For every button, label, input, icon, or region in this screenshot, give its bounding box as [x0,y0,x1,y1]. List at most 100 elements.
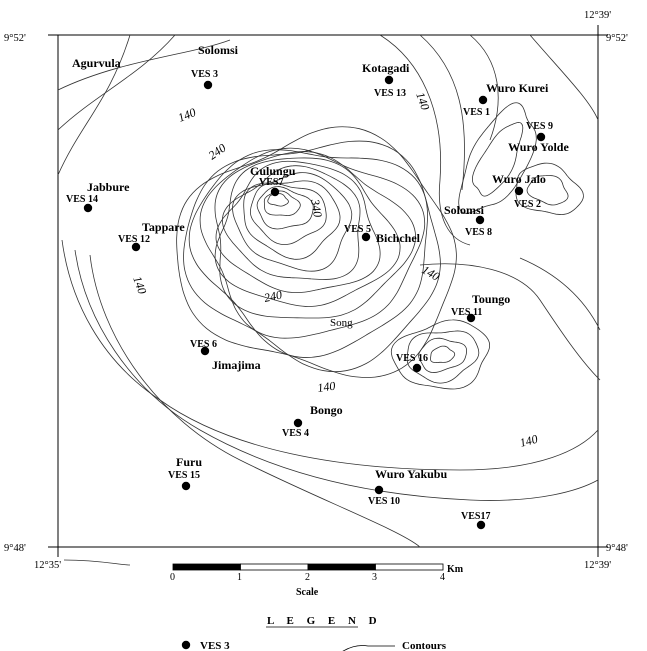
contour-label: 240 [263,287,284,304]
contour-line [57,39,231,91]
station-marker [478,95,488,105]
contour-line [458,102,537,214]
contour-line [519,257,601,331]
coord-top-right-lon: 12°39' [584,10,611,21]
contour-line [469,34,499,141]
contour-line [74,249,599,501]
station-marker [131,242,141,252]
contour-line [249,182,327,246]
town-label: Wuro Yakubu [375,467,447,481]
legend-station-symbol [181,640,191,650]
contour-label: 340 [308,197,325,218]
contour-line [379,34,471,246]
town-label: Bongo [310,403,343,417]
contour-line [263,190,301,216]
scale-segment [172,563,241,571]
station-marker [270,187,280,197]
coord-top-left-lat: 9°52' [4,33,26,44]
scale-title: Scale [296,587,319,598]
town-label: Solomsi [198,43,239,57]
coord-bottom-right-lon: 12°39' [584,560,611,571]
station-marker [374,485,384,495]
contour-line [215,160,381,294]
legend: L E G E N D VES 3 Contours [181,615,447,651]
town-label: Wuro Jalo [492,172,546,186]
ves-stations [83,75,546,530]
contour-line [419,263,601,381]
contour-label: 140 [413,90,432,112]
coord-bottom-left-lat: 9°48' [4,543,26,554]
town-label: Song [330,317,353,329]
contour-line [214,151,417,319]
scale-unit: Km [447,564,464,575]
station-marker [475,215,485,225]
coord-bottom-left-lon: 12°35' [34,560,61,571]
legend-contour-line [342,645,395,651]
legend-title: L E G E N D [267,615,382,627]
contour-labels: 140 140 240 340 140 140 240 140 140 [130,90,539,450]
legend-contour-label: Contours [402,640,447,651]
scale-bar: 0 1 2 3 4 Km Scale [170,563,464,598]
scale-tick: 0 [170,572,175,583]
station-label: VES 13 [374,88,406,99]
station-label: VES 14 [66,194,98,205]
town-label: Jimajima [212,358,261,372]
station-label: VES 4 [282,428,309,439]
station-label: VES17 [461,511,490,522]
map-frame [57,34,599,548]
station-marker [83,203,93,213]
contour-line [199,147,426,339]
station-label: VES 9 [526,121,553,132]
station-marker [466,313,476,323]
contour-label: 140 [316,379,336,395]
scale-tick: 3 [372,572,377,583]
town-label: Wuro Kurei [486,81,549,95]
scale-tick: 2 [305,572,310,583]
station-marker [293,418,303,428]
station-label: VES 6 [190,339,217,350]
contour-line [61,239,599,471]
station-label: VES 8 [465,227,492,238]
contour-label: 240 [206,141,229,163]
station-marker [384,75,394,85]
station-label: VES 11 [451,307,482,318]
station-marker [203,80,213,90]
contour-label: 140 [130,274,149,296]
contour-line [529,34,599,121]
station-label: VES 16 [396,353,428,364]
contour-line [183,140,441,372]
contour-line [526,175,569,206]
contour-line [63,559,131,566]
coord-bottom-right-lat: 9°48' [606,543,628,554]
contour-line [57,34,131,176]
contour-line [89,254,421,548]
contour-line [176,126,457,378]
station-label: VES 2 [514,199,541,210]
scale-tick: 4 [440,572,445,583]
contour-line [214,157,401,307]
contour-line [430,345,456,364]
scale-tick: 1 [237,572,242,583]
town-label: Furu [176,455,202,469]
contour-line [419,34,465,191]
contour-line [57,34,176,131]
scale-segment [375,563,444,571]
station-label: VES 15 [168,470,200,481]
contour-line [188,149,429,358]
town-label: Agurvula [72,56,121,70]
town-label: Kotagadi [362,61,410,75]
station-label: VES 1 [463,107,490,118]
station-marker [476,520,486,530]
contour-label: 140 [420,262,443,283]
town-label: Solomsi [444,203,485,217]
contour-line [390,319,491,390]
station-label: VES 5 [344,224,371,235]
town-label: Jabbure [87,180,130,194]
town-label: Tappare [142,220,185,234]
scale-segment [307,563,376,571]
contour-line [406,330,480,384]
station-marker [200,346,210,356]
contour-lines [57,34,601,566]
station-marker [361,232,371,242]
